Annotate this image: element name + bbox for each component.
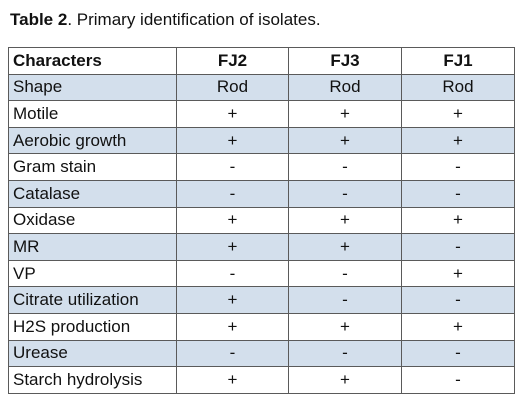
cell-fj3: + <box>288 206 402 235</box>
isolates-table: Characters FJ2 FJ3 FJ1 Shape Rod Rod Rod… <box>8 47 515 394</box>
table-row: Urease - - - <box>8 339 515 368</box>
caption-text: . Primary identification of isolates. <box>67 10 321 29</box>
cell-fj3: + <box>288 100 402 128</box>
cell-fj3: - <box>288 179 402 208</box>
cell-fj2: + <box>176 126 289 155</box>
cell-fj2: - <box>176 259 289 288</box>
table-row: Shape Rod Rod Rod <box>8 73 515 102</box>
header-row: Characters FJ2 FJ3 FJ1 <box>8 47 515 75</box>
table-caption: Table 2. Primary identification of isola… <box>10 9 321 31</box>
table-row: Starch hydrolysis + + - <box>8 366 515 394</box>
table-row: VP - - + <box>8 259 515 288</box>
table-row: Oxidase + + + <box>8 206 515 235</box>
cell-fj1: - <box>401 179 515 208</box>
cell-fj1: - <box>401 233 515 261</box>
row-label: Shape <box>8 73 177 102</box>
header-fj2: FJ2 <box>176 47 289 75</box>
row-label: VP <box>8 259 177 288</box>
table-row: Aerobic growth + + + <box>8 126 515 155</box>
cell-fj3: + <box>288 233 402 261</box>
cell-fj1: - <box>401 153 515 181</box>
row-label: MR <box>8 233 177 261</box>
cell-fj2: + <box>176 233 289 261</box>
cell-fj3: + <box>288 366 402 394</box>
row-label: Gram stain <box>8 153 177 181</box>
header-fj1: FJ1 <box>401 47 515 75</box>
row-label: Motile <box>8 100 177 128</box>
cell-fj1: - <box>401 339 515 368</box>
cell-fj1: Rod <box>401 73 515 102</box>
cell-fj1: + <box>401 100 515 128</box>
cell-fj3: + <box>288 126 402 155</box>
row-label: Starch hydrolysis <box>8 366 177 394</box>
row-label: H2S production <box>8 312 177 341</box>
table-row: Motile + + + <box>8 100 515 128</box>
cell-fj2: + <box>176 366 289 394</box>
table-row: Catalase - - - <box>8 179 515 208</box>
cell-fj3: - <box>288 153 402 181</box>
cell-fj3: + <box>288 312 402 341</box>
cell-fj2: - <box>176 179 289 208</box>
row-label: Aerobic growth <box>8 126 177 155</box>
cell-fj1: - <box>401 286 515 314</box>
row-label: Urease <box>8 339 177 368</box>
cell-fj1: + <box>401 259 515 288</box>
table-row: Citrate utilization + - - <box>8 286 515 314</box>
cell-fj2: - <box>176 153 289 181</box>
cell-fj2: + <box>176 206 289 235</box>
header-fj3: FJ3 <box>288 47 402 75</box>
table-row: Gram stain - - - <box>8 153 515 181</box>
cell-fj1: - <box>401 366 515 394</box>
caption-label: Table 2 <box>10 10 68 29</box>
row-label: Catalase <box>8 179 177 208</box>
cell-fj2: + <box>176 286 289 314</box>
cell-fj3: Rod <box>288 73 402 102</box>
cell-fj2: Rod <box>176 73 289 102</box>
header-characters: Characters <box>8 47 177 75</box>
cell-fj2: + <box>176 312 289 341</box>
cell-fj3: - <box>288 259 402 288</box>
cell-fj1: + <box>401 312 515 341</box>
row-label: Oxidase <box>8 206 177 235</box>
table-row: MR + + - <box>8 233 515 261</box>
cell-fj1: + <box>401 206 515 235</box>
cell-fj3: - <box>288 339 402 368</box>
row-label: Citrate utilization <box>8 286 177 314</box>
table-body: Shape Rod Rod Rod Motile + + + Aerobic g… <box>8 73 515 394</box>
cell-fj2: - <box>176 339 289 368</box>
cell-fj2: + <box>176 100 289 128</box>
cell-fj3: - <box>288 286 402 314</box>
table-row: H2S production + + + <box>8 312 515 341</box>
cell-fj1: + <box>401 126 515 155</box>
